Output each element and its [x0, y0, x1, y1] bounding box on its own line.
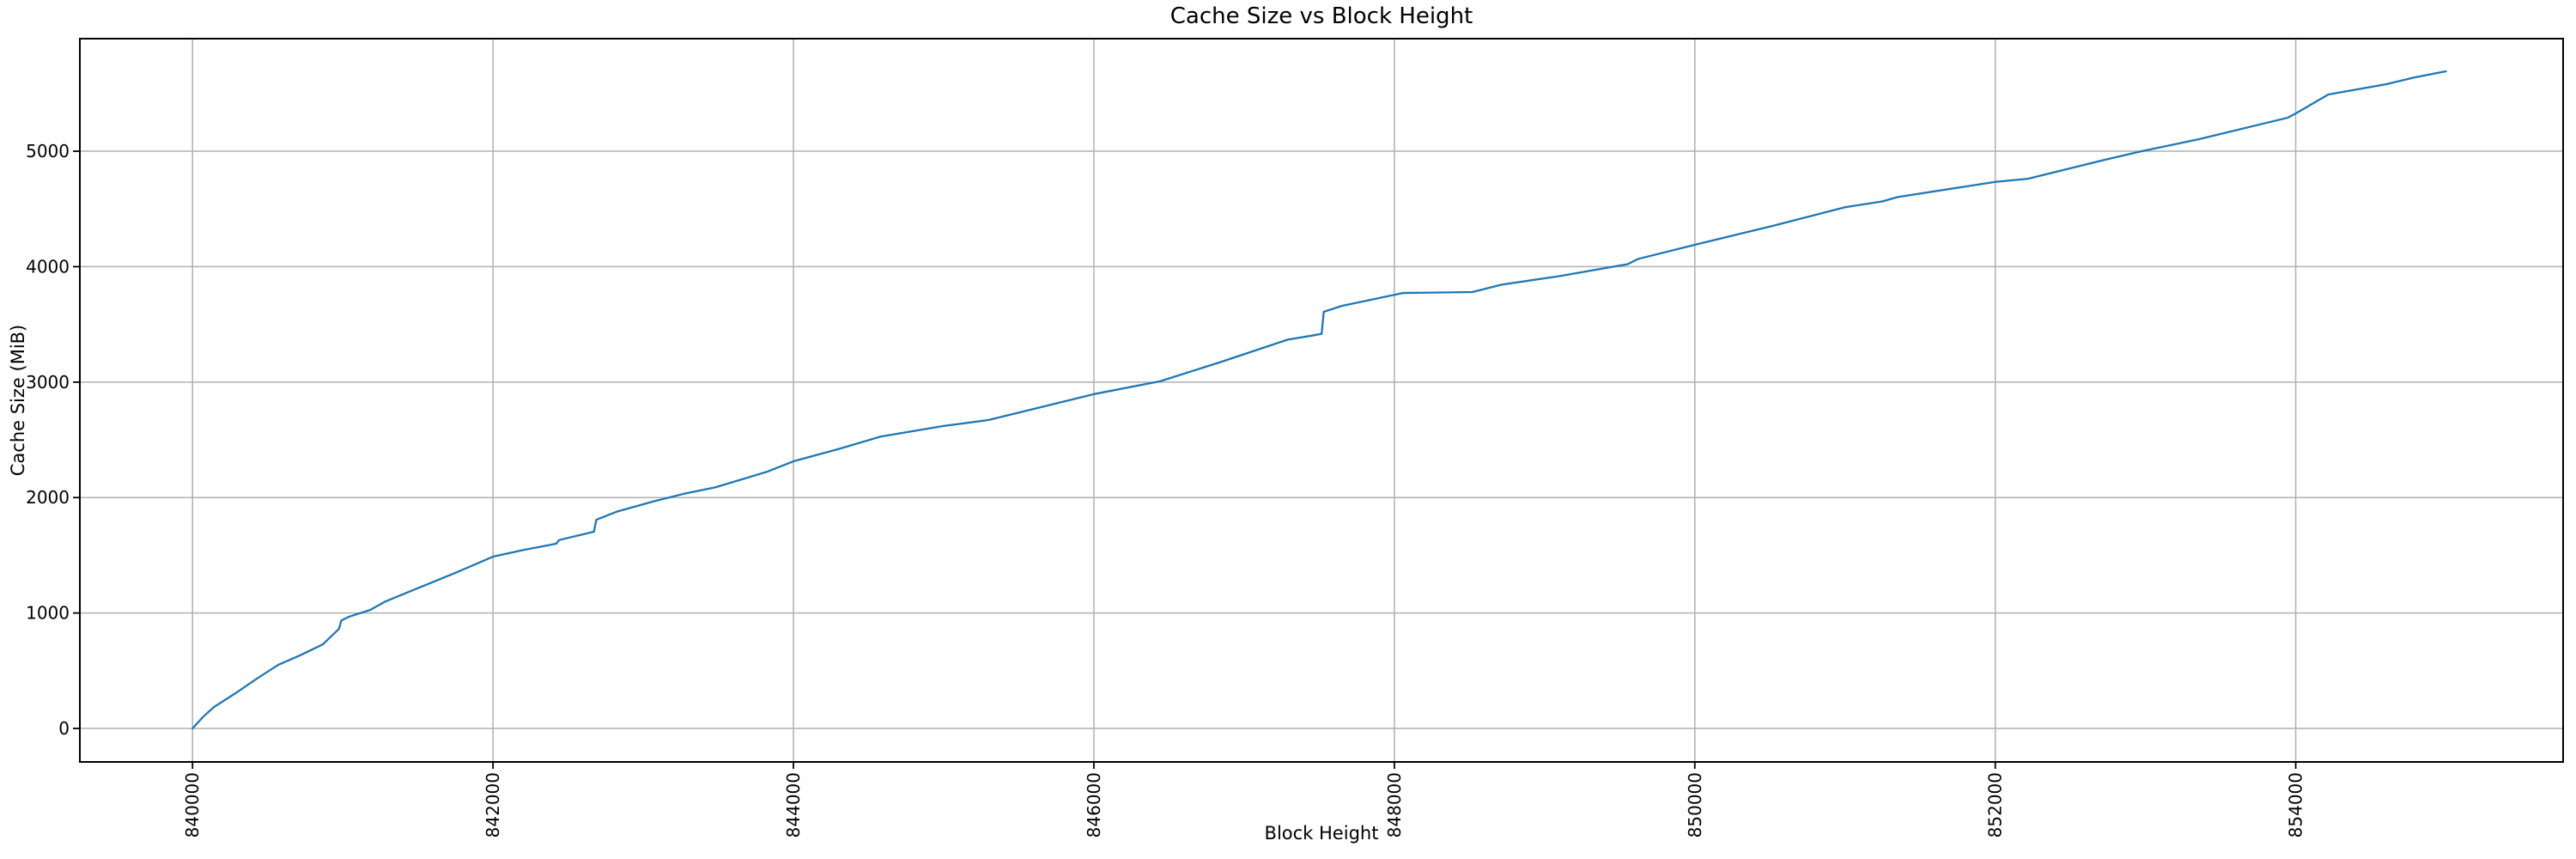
y-tick-label: 5000 — [26, 141, 70, 161]
y-tick-label: 0 — [58, 718, 70, 739]
y-tick-label: 1000 — [26, 603, 70, 624]
x-tick-label: 848000 — [1384, 772, 1405, 838]
x-tick-label: 850000 — [1685, 772, 1705, 838]
x-tick-label: 842000 — [483, 772, 503, 838]
line-series-cache-size — [191, 70, 2447, 730]
x-tick-label: 844000 — [783, 772, 804, 838]
y-tick-label: 2000 — [26, 487, 70, 508]
x-tick-label: 854000 — [2286, 772, 2306, 838]
x-tick-label: 840000 — [182, 772, 203, 838]
x-axis-label: Block Height — [1264, 823, 1379, 844]
x-tick-label: 846000 — [1084, 772, 1104, 838]
y-tick-label: 4000 — [26, 256, 70, 277]
chart-title: Cache Size vs Block Height — [1170, 3, 1473, 29]
x-tick-label: 852000 — [1985, 772, 2006, 838]
axes-spines — [79, 38, 2564, 763]
y-tick-label: 3000 — [26, 372, 70, 393]
